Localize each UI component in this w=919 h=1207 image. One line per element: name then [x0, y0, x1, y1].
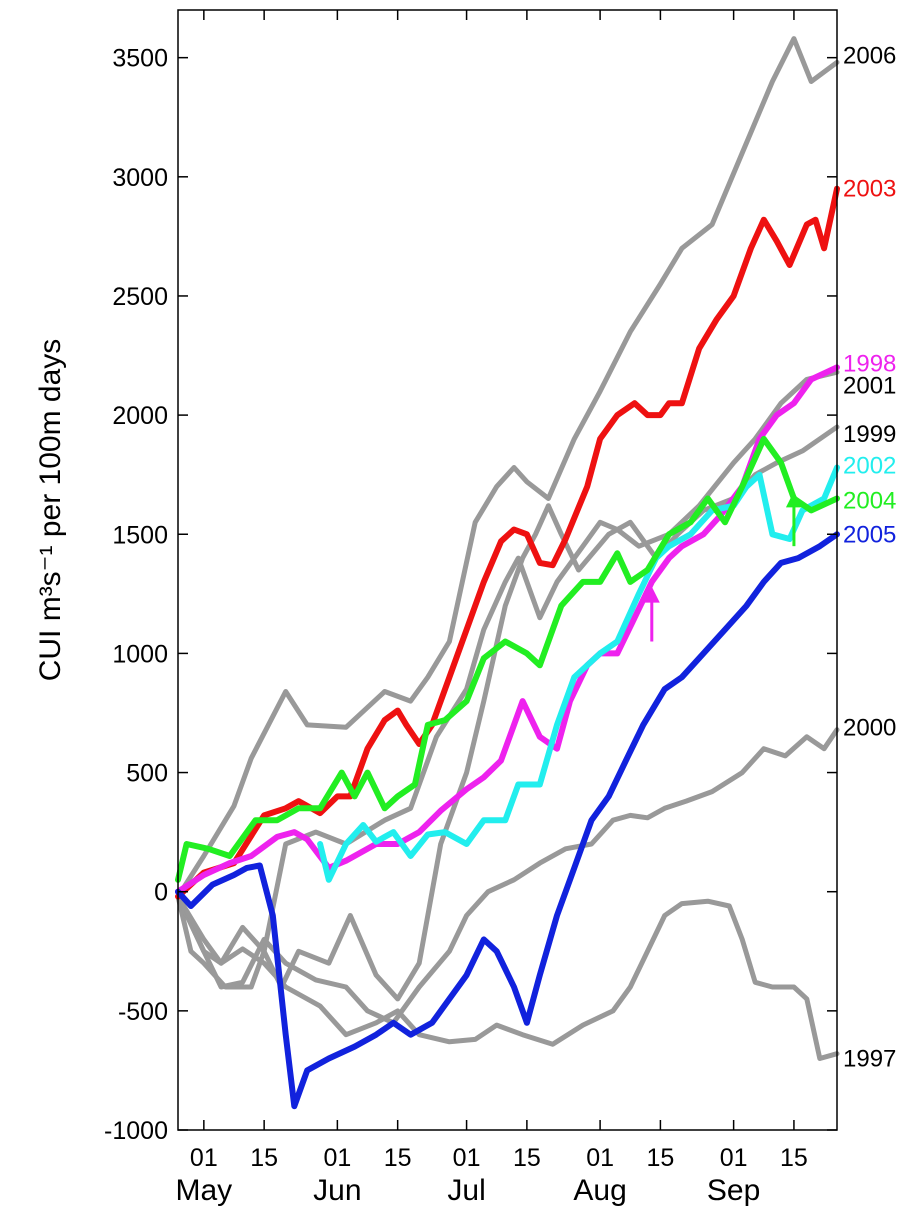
x-month-label-jul: Jul — [447, 1174, 485, 1207]
series-label-2002: 2002 — [843, 453, 896, 480]
arrow-head-1 — [785, 491, 802, 508]
series-line-1997 — [175, 894, 840, 1061]
series-label-1997: 1997 — [843, 1046, 896, 1073]
y-axis-label: CUI m³s⁻¹ per 100m days — [34, 339, 67, 682]
series-label-1999: 1999 — [843, 421, 896, 448]
series-line-2005 — [175, 531, 840, 1110]
series-label-2001: 2001 — [843, 373, 896, 400]
plot-frame — [177, 9, 838, 1131]
series-line-2002 — [317, 464, 840, 883]
y-axis: -1000 -500 0 500 1000 1500 2000 2500 3000 3500 — [104, 45, 837, 1145]
x-tick-label-05-01: 01 — [190, 1144, 218, 1172]
arrow-head-0 — [643, 586, 660, 603]
y-tick-label--1000: -1000 — [104, 1117, 168, 1145]
y-tick-label-3000: 3000 — [112, 164, 168, 192]
y-tick-label--500: -500 — [118, 998, 168, 1026]
x-tick-label-06-01: 01 — [323, 1144, 351, 1172]
x-tick-label-09-15: 15 — [780, 1144, 808, 1172]
series-line-2004 — [175, 435, 840, 883]
series-label-2003: 2003 — [843, 176, 896, 203]
x-axis: 01 15 01 15 01 15 01 15 01 15 May Jun Jul Aug Sep — [175, 10, 808, 1207]
x-month-label-aug: Aug — [573, 1174, 626, 1207]
series-label-2000: 2000 — [843, 715, 896, 742]
series-line-2003 — [175, 185, 840, 900]
x-tick-label-09-01: 01 — [720, 1144, 748, 1172]
series-line-2001 — [175, 369, 840, 990]
x-tick-label-05-15: 15 — [250, 1144, 278, 1172]
y-tick-label-2500: 2500 — [112, 283, 168, 311]
arrow-layer — [643, 491, 802, 642]
series-label-2006: 2006 — [843, 43, 896, 70]
x-month-label-sep: Sep — [707, 1174, 760, 1207]
series-line-2006 — [175, 36, 840, 899]
x-tick-label-07-15: 15 — [513, 1144, 541, 1172]
x-month-label-may: May — [175, 1174, 232, 1207]
x-tick-label-08-15: 15 — [646, 1144, 674, 1172]
x-tick-label-06-15: 15 — [384, 1144, 412, 1172]
y-tick-label-1000: 1000 — [112, 640, 168, 668]
x-month-label-jun: Jun — [313, 1174, 361, 1207]
series-line-2000 — [175, 727, 840, 1026]
y-tick-label-3500: 3500 — [112, 45, 168, 73]
series-labels: 2006 2001 1999 2000 1997 2003 1998 2002 2004 2005 — [843, 43, 896, 1073]
y-tick-label-500: 500 — [126, 760, 168, 788]
series-label-1998: 1998 — [843, 350, 896, 377]
series-layer — [175, 36, 840, 1110]
x-tick-label-08-01: 01 — [586, 1144, 614, 1172]
series-label-2005: 2005 — [843, 521, 896, 548]
series-label-2004: 2004 — [843, 488, 896, 515]
y-tick-label-0: 0 — [154, 879, 168, 907]
y-tick-label-1500: 1500 — [112, 521, 168, 549]
x-tick-label-07-01: 01 — [453, 1144, 481, 1172]
y-tick-label-2000: 2000 — [112, 402, 168, 430]
